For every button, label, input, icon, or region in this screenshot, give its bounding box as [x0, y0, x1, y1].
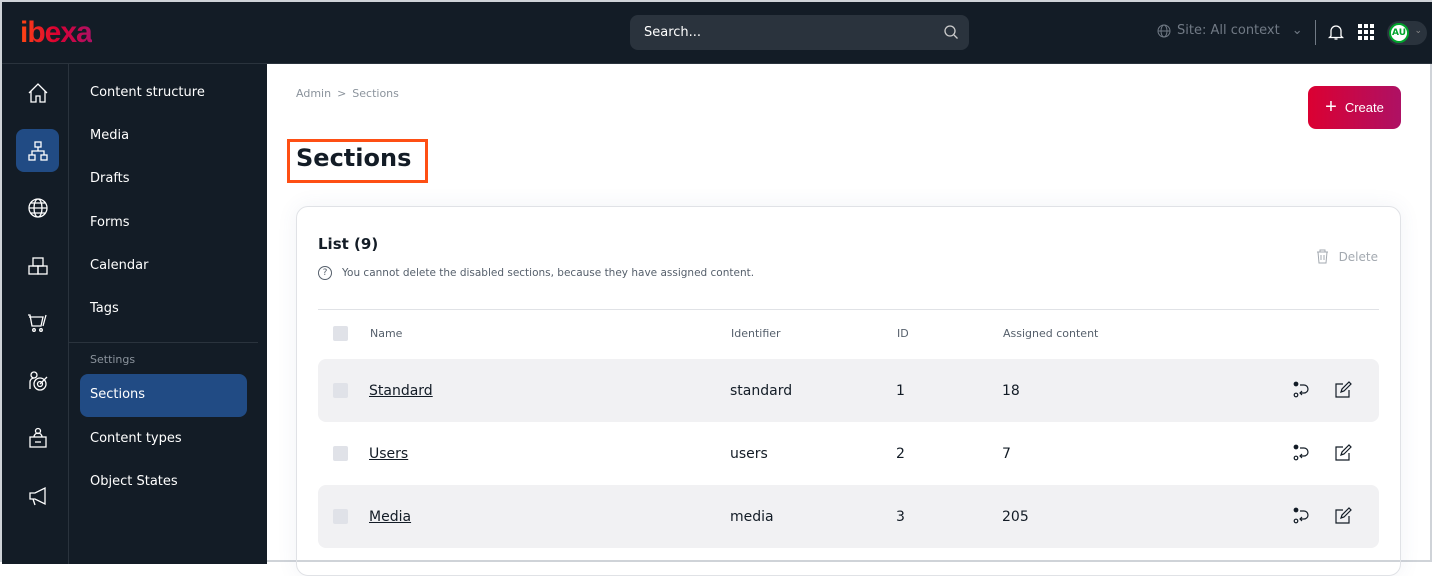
avatar: AU: [1389, 23, 1409, 43]
site-context-label: Site: All context: [1177, 23, 1280, 38]
help-icon: ?: [318, 266, 332, 280]
delete-label: Delete: [1338, 249, 1378, 264]
create-label: Create: [1344, 100, 1384, 115]
products-icon[interactable]: [16, 244, 59, 287]
highlight-annotation: [287, 139, 428, 183]
row-checkbox[interactable]: [333, 446, 348, 461]
nav-forms[interactable]: Forms: [90, 215, 130, 230]
table-row: Standard standard 1 18: [318, 359, 1379, 422]
divider: [1315, 20, 1316, 45]
home-icon[interactable]: [16, 71, 59, 114]
customer-target-icon[interactable]: [16, 359, 59, 402]
col-assigned-content: Assigned content: [1003, 327, 1099, 340]
chevron-down-icon: ⌄: [1414, 26, 1422, 36]
nav-object-states[interactable]: Object States: [90, 474, 178, 489]
table-row: Media media 3 205: [318, 485, 1379, 548]
nav-content-structure[interactable]: Content structure: [90, 85, 205, 100]
apps-grid-icon[interactable]: [1358, 24, 1374, 40]
secondary-menu: Content structure Media Drafts Forms Cal…: [69, 64, 267, 564]
search-input[interactable]: Search...: [630, 15, 969, 50]
assign-content-icon[interactable]: [1292, 444, 1310, 462]
section-id: 2: [896, 446, 905, 462]
section-name-link[interactable]: Media: [369, 509, 412, 525]
table-row: Users users 2 7: [318, 422, 1379, 485]
nav-calendar[interactable]: Calendar: [90, 258, 149, 273]
assign-content-icon[interactable]: [1292, 381, 1310, 399]
admin-desk-icon[interactable]: [16, 416, 59, 459]
content-tree-icon[interactable]: [16, 129, 59, 172]
section-id: 1: [896, 383, 905, 399]
search-icon[interactable]: [943, 24, 959, 40]
edit-icon[interactable]: [1334, 507, 1352, 525]
breadcrumb-separator: >: [337, 87, 347, 100]
breadcrumb-sections: Sections: [352, 87, 399, 100]
globe-icon[interactable]: [16, 186, 59, 229]
list-title: List (9): [318, 235, 379, 253]
main-content: Admin > Sections Sections + Create List (9)…: [267, 64, 1432, 576]
settings-header: Settings: [90, 353, 136, 366]
nav-sections[interactable]: Sections: [80, 374, 247, 417]
edit-icon[interactable]: [1334, 381, 1352, 399]
divider: [318, 309, 1379, 310]
site-context-dropdown[interactable]: Site: All context ⌄: [1157, 23, 1303, 38]
trash-icon: [1316, 249, 1328, 264]
page-title: Sections: [296, 144, 412, 172]
col-identifier: Identifier: [731, 327, 781, 340]
delete-button[interactable]: Delete: [1316, 249, 1378, 264]
user-menu[interactable]: AU ⌄: [1387, 21, 1427, 45]
breadcrumb-admin[interactable]: Admin: [296, 87, 332, 100]
nav-tags[interactable]: Tags: [90, 301, 119, 316]
section-id: 3: [896, 509, 905, 525]
globe-icon: [1157, 24, 1171, 37]
edit-icon[interactable]: [1334, 444, 1352, 462]
section-name-link[interactable]: Users: [369, 446, 409, 462]
breadcrumb: Admin > Sections: [296, 87, 405, 100]
info-note: ? You cannot delete the disabled sections…: [318, 266, 754, 280]
select-all-checkbox[interactable]: [333, 326, 348, 341]
nav-drafts[interactable]: Drafts: [90, 171, 130, 186]
assigned-content-count: 7: [1002, 446, 1011, 462]
section-identifier: media: [730, 509, 774, 525]
info-note-text: You cannot delete the disabled sections,…: [342, 267, 755, 279]
row-checkbox[interactable]: [333, 383, 348, 398]
chevron-down-icon: ⌄: [1291, 23, 1303, 38]
assign-content-icon[interactable]: [1292, 507, 1310, 525]
top-bar: ibexa Search... Site: All context ⌄ AU ⌄: [2, 2, 1432, 64]
search-placeholder: Search...: [644, 25, 702, 40]
cart-icon[interactable]: [16, 301, 59, 344]
create-button[interactable]: + Create: [1308, 86, 1401, 129]
megaphone-icon[interactable]: [16, 474, 59, 517]
section-identifier: standard: [730, 383, 793, 399]
col-id: ID: [897, 327, 909, 340]
row-checkbox[interactable]: [333, 509, 348, 524]
sections-list-card: List (9) ? You cannot delete the disabled…: [296, 206, 1401, 576]
assigned-content-count: 18: [1002, 383, 1020, 399]
ibexa-logo[interactable]: ibexa: [20, 16, 93, 49]
section-name-link[interactable]: Standard: [369, 383, 433, 399]
nav-content-types[interactable]: Content types: [90, 431, 182, 446]
assigned-content-count: 205: [1002, 509, 1029, 525]
divider: [69, 342, 258, 343]
nav-media[interactable]: Media: [90, 128, 130, 143]
bell-icon[interactable]: [1328, 23, 1344, 41]
col-name: Name: [370, 327, 403, 340]
section-identifier: users: [730, 446, 768, 462]
main-menu-rail: [2, 64, 69, 564]
plus-icon: +: [1325, 96, 1337, 118]
